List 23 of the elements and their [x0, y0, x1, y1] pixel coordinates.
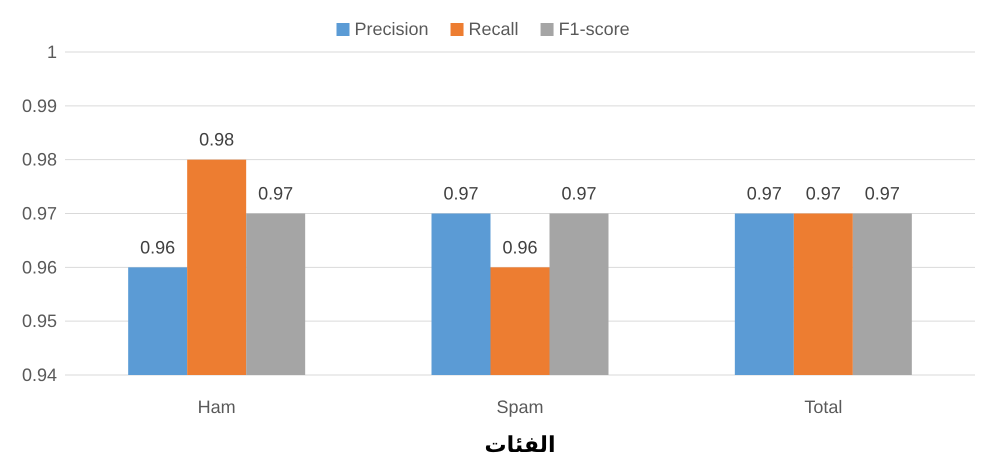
- data-label: 0.97: [561, 184, 597, 204]
- data-label: 0.97: [864, 184, 900, 204]
- data-label: 0.97: [806, 184, 841, 204]
- y-tick-label: 0.95: [22, 311, 57, 332]
- y-tick-label: 0.98: [22, 150, 57, 170]
- legend-label: Recall: [468, 19, 519, 39]
- x-tick-label: Total: [804, 397, 842, 417]
- x-axis-title: الفئات: [484, 433, 556, 458]
- data-label: 0.96: [502, 237, 538, 258]
- x-tick-label: Ham: [198, 397, 236, 417]
- y-tick-label: 0.94: [22, 365, 57, 385]
- data-label: 0.97: [443, 184, 479, 204]
- y-tick-label: 0.99: [22, 96, 57, 116]
- legend-label: F1-score: [558, 19, 630, 39]
- data-label: 0.97: [746, 184, 782, 204]
- x-tick-label: Spam: [496, 397, 544, 417]
- y-tick-label: 0.97: [22, 204, 57, 224]
- data-label: 0.97: [258, 184, 294, 204]
- data-label: 0.98: [199, 130, 234, 150]
- y-tick-label: 1: [46, 42, 57, 62]
- data-label: 0.96: [140, 237, 176, 258]
- y-tick-label: 0.96: [22, 257, 57, 278]
- legend-label: Precision: [354, 19, 429, 39]
